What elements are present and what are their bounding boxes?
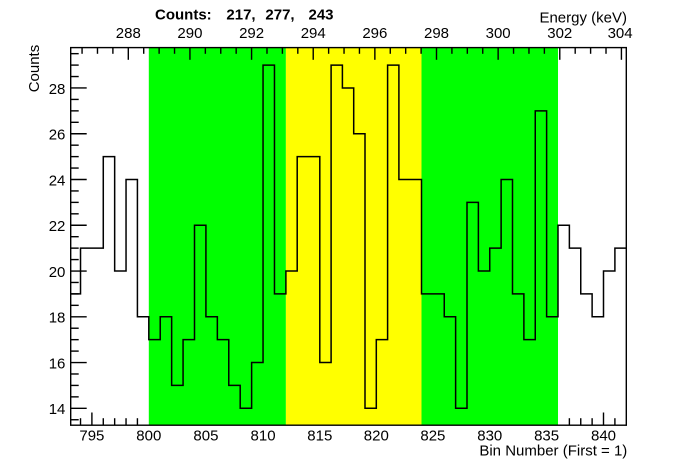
svg-text:294: 294 <box>301 25 326 42</box>
svg-text:243: 243 <box>309 6 334 23</box>
svg-text:22: 22 <box>49 218 66 235</box>
svg-text:835: 835 <box>534 427 559 444</box>
svg-text:795: 795 <box>79 427 104 444</box>
svg-text:820: 820 <box>364 427 389 444</box>
svg-text:296: 296 <box>362 25 387 42</box>
svg-text:217,: 217, <box>226 6 255 23</box>
svg-text:26: 26 <box>49 127 66 144</box>
svg-text:288: 288 <box>116 25 141 42</box>
svg-text:815: 815 <box>307 427 332 444</box>
svg-text:304: 304 <box>608 25 633 42</box>
svg-text:810: 810 <box>251 427 276 444</box>
svg-text:24: 24 <box>49 172 66 189</box>
svg-text:Energy (keV): Energy (keV) <box>539 9 627 26</box>
svg-text:277,: 277, <box>265 6 294 23</box>
svg-text:16: 16 <box>49 355 66 372</box>
svg-text:825: 825 <box>420 427 445 444</box>
svg-text:840: 840 <box>591 427 616 444</box>
svg-text:298: 298 <box>424 25 449 42</box>
svg-text:290: 290 <box>177 25 202 42</box>
svg-text:830: 830 <box>477 427 502 444</box>
svg-text:292: 292 <box>239 25 264 42</box>
svg-text:Counts:: Counts: <box>155 6 212 23</box>
svg-text:28: 28 <box>49 81 66 98</box>
svg-text:18: 18 <box>49 310 66 327</box>
svg-text:805: 805 <box>193 427 218 444</box>
svg-text:14: 14 <box>49 401 66 418</box>
svg-text:20: 20 <box>49 264 66 281</box>
svg-text:800: 800 <box>136 427 161 444</box>
svg-text:300: 300 <box>486 25 511 42</box>
svg-text:302: 302 <box>547 25 572 42</box>
svg-text:Counts: Counts <box>26 45 43 93</box>
svg-text:Bin Number (First = 1): Bin Number (First = 1) <box>479 443 627 460</box>
